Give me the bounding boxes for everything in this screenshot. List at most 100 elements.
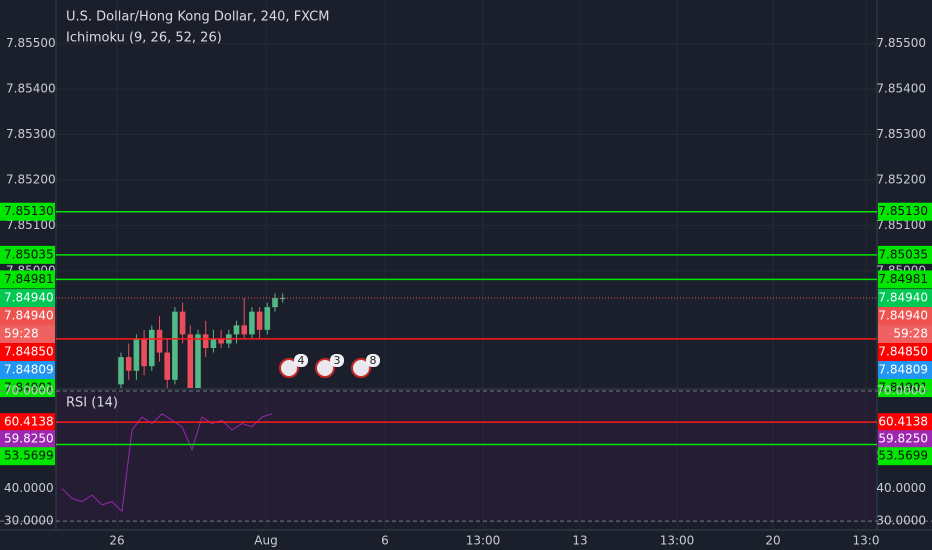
price-tag-right	[878, 361, 932, 380]
price-tag-left	[0, 430, 55, 449]
candle-body	[279, 298, 286, 300]
candle-body	[210, 338, 217, 349]
price-tag-left-text: 7.84809	[4, 363, 54, 377]
candle-body	[241, 325, 247, 335]
event-badge	[330, 354, 344, 367]
rsi-tick-left: 70.0000	[4, 384, 54, 398]
price-tag-left-text: 7.84981	[4, 272, 54, 286]
price-tag-left	[0, 307, 55, 326]
rsi-tick-right: 70.0000	[876, 384, 926, 398]
price-tick-right: 7.85500	[876, 36, 926, 50]
price-tag-right-text: 7.85130	[878, 204, 928, 218]
time-label: 13	[572, 534, 587, 548]
price-tag-right	[878, 245, 932, 264]
candle-body	[133, 338, 140, 371]
price-tick-left: 7.85500	[6, 36, 56, 50]
price-tick-right: 7.85200	[876, 172, 926, 186]
event-badge	[294, 354, 308, 367]
price-tag-right	[878, 307, 932, 326]
event-badge	[366, 354, 380, 367]
time-label: Aug	[254, 534, 277, 548]
price-tag-left-text: 7.84850	[4, 345, 54, 359]
event-count: 3	[334, 354, 341, 367]
candle-body	[156, 329, 163, 353]
price-tag-left-text: 60.4138	[4, 415, 54, 429]
price-tick-left: 7.85200	[6, 172, 56, 186]
event-icon	[279, 358, 299, 378]
indicator-label: Ichimoku (9, 26, 52, 26)	[66, 31, 222, 46]
candle-body	[149, 329, 155, 367]
price-tag-left	[0, 343, 55, 362]
price-tag-right-text: 59:28	[893, 327, 928, 341]
event-icon	[315, 358, 335, 378]
price-tag-right	[878, 379, 932, 398]
price-tick-right: 7.85300	[876, 127, 926, 141]
candle-body	[249, 311, 255, 335]
candle-body	[141, 338, 147, 367]
price-tick-left: 7.85100	[6, 218, 56, 232]
price-tag-left	[0, 270, 55, 289]
price-tag-left	[0, 245, 55, 264]
time-label: 6	[381, 534, 389, 548]
price-tag-left-text: 59:28	[4, 327, 39, 341]
price-tag-left-text: 7.84940	[4, 291, 54, 305]
price-tag-right-text: 7.84940	[878, 291, 928, 305]
candle-body	[233, 325, 240, 335]
price-tag-right	[878, 343, 932, 362]
price-tag-left	[0, 379, 55, 398]
event-icon	[351, 358, 371, 378]
price-tag-right-text: 7.85035	[878, 247, 928, 261]
candle-body	[264, 307, 271, 330]
price-tag-left	[0, 447, 55, 466]
rsi-tick-right: 30.0000	[876, 514, 926, 528]
price-tag-right-text: 60.4138	[878, 415, 928, 429]
rsi-tick-left: 30.0000	[4, 514, 54, 528]
candle-body	[125, 357, 132, 371]
price-tag-right	[878, 289, 932, 308]
price-tag-left	[0, 361, 55, 380]
price-tag-left-text: 7.85035	[4, 247, 54, 261]
price-tag-right-text: 7.84940	[878, 309, 928, 323]
price-tag-right	[878, 447, 932, 466]
price-tag-left-text: 7.84940	[4, 309, 54, 323]
rsi-label: RSI (14)	[66, 396, 118, 411]
price-tick-left: 7.85300	[6, 127, 56, 141]
time-label: 13:00	[466, 534, 501, 548]
event-count: 8	[370, 354, 377, 367]
price-tag-left-text: 7.85130	[4, 204, 54, 218]
price-tag-left	[0, 413, 55, 432]
price-tag-right-text: 59.8250	[878, 432, 928, 446]
price-tag-right	[878, 202, 932, 221]
price-tick-right: 7.85100	[876, 218, 926, 232]
candle-body	[202, 334, 209, 349]
price-tag-left	[0, 289, 55, 308]
time-label: 26	[109, 534, 124, 548]
time-label: 13:0	[853, 534, 880, 548]
price-tag-right-text: 7.84981	[878, 272, 928, 286]
price-tag-right	[878, 413, 932, 432]
rsi-background	[56, 391, 877, 521]
candle-body	[179, 311, 186, 335]
time-label: 13:00	[660, 534, 695, 548]
chart-title: U.S. Dollar/Hong Kong Dollar, 240, FXCM	[66, 10, 329, 25]
price-tick-right: 7.85400	[876, 82, 926, 96]
price-tag-right-text: 7.84850	[878, 345, 928, 359]
price-tag-left-text: 53.5699	[4, 449, 54, 463]
price-tag-right	[878, 325, 932, 344]
candle-body	[164, 352, 170, 380]
price-tag-left	[0, 202, 55, 221]
rsi-line	[61, 413, 273, 513]
price-tag-right-text: 53.5699	[878, 449, 928, 463]
price-tag-right-text: 7.84809	[878, 363, 928, 377]
rsi-tick-right: 40.0000	[876, 481, 926, 495]
price-tag-right	[878, 430, 932, 449]
time-label: 20	[765, 534, 780, 548]
candle-body	[118, 357, 124, 385]
candle-body	[172, 311, 178, 380]
candle-body	[195, 334, 201, 388]
candle-body	[256, 311, 263, 330]
price-tick-left: 7.85400	[6, 82, 56, 96]
price-tag-left	[0, 325, 55, 344]
event-count: 4	[298, 354, 305, 367]
